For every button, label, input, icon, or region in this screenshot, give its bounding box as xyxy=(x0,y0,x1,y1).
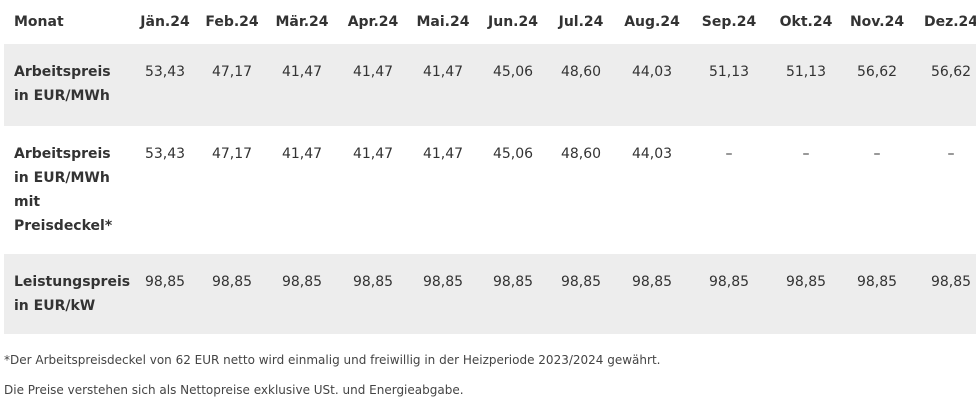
row-label: Arbeitspreis in EUR/MWh xyxy=(4,44,132,126)
row-label-line: Preisdeckel* xyxy=(14,218,113,234)
table-cell: 98,85 xyxy=(910,254,976,334)
header-row: Monat Jän.24 Feb.24 Mär.24 Apr.24 Mai.24… xyxy=(4,0,976,44)
table-cell: 48,60 xyxy=(548,44,614,126)
table-cell: 47,17 xyxy=(198,44,266,126)
row-label-line: mit xyxy=(14,194,41,210)
table-cell: 56,62 xyxy=(910,44,976,126)
footnote: *Der Arbeitspreisdeckel von 62 EUR netto… xyxy=(4,353,661,367)
table-row-arbeitspreis-preisdeckel: Arbeitspreis in EUR/MWh mit Preisdeckel*… xyxy=(4,126,976,254)
row-label-line: in EUR/MWh xyxy=(14,88,110,104)
table-cell: 56,62 xyxy=(844,44,910,126)
price-table: Monat Jän.24 Feb.24 Mär.24 Apr.24 Mai.24… xyxy=(4,0,976,334)
month-header: Aug.24 xyxy=(624,14,680,30)
month-header: Mär.24 xyxy=(275,14,329,30)
table-cell: – xyxy=(844,126,910,254)
table-cell: – xyxy=(910,126,976,254)
table-cell: 98,85 xyxy=(478,254,548,334)
row-label-line: in EUR/MWh xyxy=(14,170,110,186)
month-header: Jul.24 xyxy=(558,14,604,30)
row-label-line: Arbeitspreis xyxy=(14,146,111,162)
table-cell: 41,47 xyxy=(408,44,478,126)
table-cell: 41,47 xyxy=(338,126,408,254)
header-label: Monat xyxy=(14,14,64,30)
table-cell: 41,47 xyxy=(266,44,338,126)
month-header: Jän.24 xyxy=(140,14,190,30)
table-cell: 45,06 xyxy=(478,44,548,126)
month-header: Sep.24 xyxy=(701,14,757,30)
table-cell: 47,17 xyxy=(198,126,266,254)
table-cell: 45,06 xyxy=(478,126,548,254)
table-cell: 98,85 xyxy=(408,254,478,334)
month-header: Apr.24 xyxy=(347,14,399,30)
month-header: Feb.24 xyxy=(205,14,259,30)
table-cell: 98,85 xyxy=(690,254,768,334)
table-cell: 44,03 xyxy=(614,44,690,126)
table-cell: 98,85 xyxy=(198,254,266,334)
table-cell: 98,85 xyxy=(768,254,844,334)
table-cell: 98,85 xyxy=(844,254,910,334)
table-cell: 41,47 xyxy=(338,44,408,126)
disclaimer: Die Preise verstehen sich als Nettopreis… xyxy=(4,383,464,397)
table-cell: 44,03 xyxy=(614,126,690,254)
table-cell: 98,85 xyxy=(548,254,614,334)
table-row-leistungspreis: Leistungspreis in EUR/kW 98,85 98,85 98,… xyxy=(4,254,976,334)
month-header: Okt.24 xyxy=(779,14,833,30)
table-cell: 53,43 xyxy=(132,44,198,126)
row-label: Arbeitspreis in EUR/MWh mit Preisdeckel* xyxy=(4,126,132,254)
row-label-line: Leistungspreis xyxy=(14,274,131,290)
table-cell: 98,85 xyxy=(266,254,338,334)
table-cell: 98,85 xyxy=(338,254,408,334)
month-header: Dez.24 xyxy=(923,14,976,30)
table-cell: – xyxy=(768,126,844,254)
table-row-arbeitspreis: Arbeitspreis in EUR/MWh 53,43 47,17 41,4… xyxy=(4,44,976,126)
table-cell: 41,47 xyxy=(266,126,338,254)
row-label-line: Arbeitspreis xyxy=(14,64,111,80)
row-label: Leistungspreis in EUR/kW xyxy=(4,254,132,334)
table-cell: 41,47 xyxy=(408,126,478,254)
row-label-line: in EUR/kW xyxy=(14,298,96,314)
month-header: Jun.24 xyxy=(488,14,538,30)
table-cell: 51,13 xyxy=(690,44,768,126)
table-cell: 48,60 xyxy=(548,126,614,254)
table-cell: 53,43 xyxy=(132,126,198,254)
month-header: Mai.24 xyxy=(416,14,470,30)
table-cell: 51,13 xyxy=(768,44,844,126)
table-cell: 98,85 xyxy=(132,254,198,334)
table-cell: 98,85 xyxy=(614,254,690,334)
notes: *Der Arbeitspreisdeckel von 62 EUR netto… xyxy=(4,352,660,398)
month-header: Nov.24 xyxy=(849,14,905,30)
table-cell: – xyxy=(690,126,768,254)
